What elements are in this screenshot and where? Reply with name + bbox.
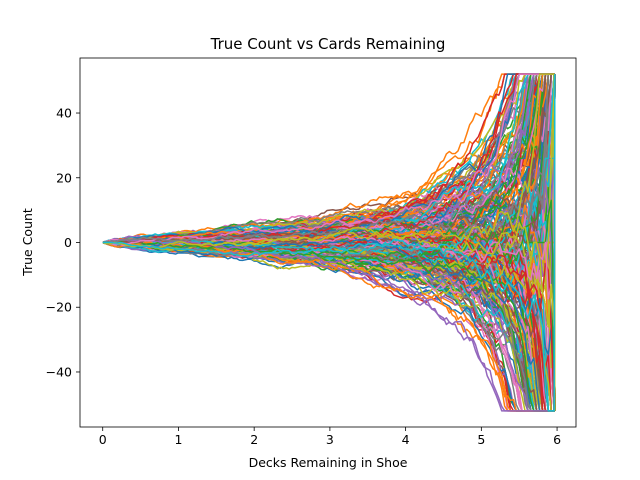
y-axis-label: True Count [20, 208, 35, 277]
y-tick-label: 0 [64, 235, 72, 250]
series-line [102, 74, 556, 412]
series-line [102, 73, 556, 411]
x-axis-label: Decks Remaining in Shoe [249, 455, 408, 470]
y-tick-label: −40 [46, 364, 72, 379]
x-tick-label: 3 [326, 432, 334, 447]
series-line [102, 240, 555, 412]
x-tick-label: 2 [250, 432, 258, 447]
x-tick-label: 5 [477, 432, 485, 447]
y-axis-ticks: −40 −20 0 20 40 [46, 106, 80, 379]
x-tick-label: 6 [553, 432, 561, 447]
y-tick-label: −20 [46, 300, 72, 315]
series-line [102, 73, 556, 411]
series-line [102, 74, 556, 412]
y-tick-label: 40 [56, 106, 72, 121]
x-tick-label: 4 [402, 432, 410, 447]
series-line [102, 74, 556, 412]
series-group [102, 73, 556, 412]
x-axis-ticks: 0 1 2 3 4 5 6 [99, 427, 561, 447]
series-line [102, 73, 555, 245]
x-tick-label: 1 [174, 432, 182, 447]
y-tick-label: 20 [56, 170, 72, 185]
x-tick-label: 0 [99, 432, 107, 447]
chart-title: True Count vs Cards Remaining [210, 35, 446, 53]
